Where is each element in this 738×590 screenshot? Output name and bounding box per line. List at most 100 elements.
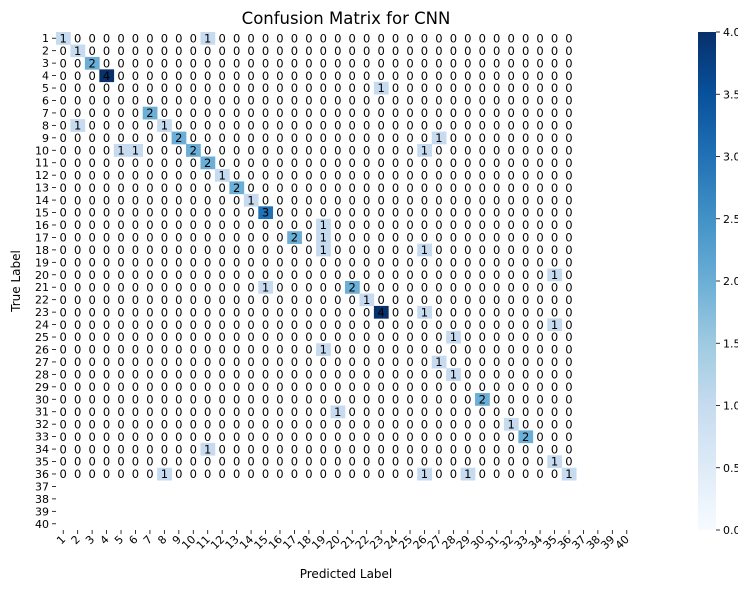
cell-value-32-14: 0 xyxy=(247,417,254,431)
cell-value-6-13: 0 xyxy=(233,94,240,108)
cell-value-14-28: 0 xyxy=(450,193,457,207)
y-tick-label: 19 xyxy=(35,256,49,269)
cell-value-26-26: 0 xyxy=(421,343,428,357)
x-tick-label: 6 xyxy=(126,533,140,547)
colorbar xyxy=(698,32,716,530)
colorbar-tick-label: 2.0 xyxy=(723,275,738,288)
y-tick-label: 23 xyxy=(35,306,49,319)
cell-value-13-13: 2 xyxy=(233,181,240,195)
colorbar-tick-label: 0.5 xyxy=(723,462,738,475)
cell-value-5-17: 0 xyxy=(291,81,298,95)
cell-23-26 xyxy=(417,305,432,319)
cell-value-34-17: 0 xyxy=(291,442,298,456)
cell-value-1-16: 0 xyxy=(276,31,283,45)
cell-value-7-5: 0 xyxy=(117,106,124,120)
cell-value-11-4: 0 xyxy=(103,156,110,170)
cell-value-13-2: 0 xyxy=(74,181,81,195)
cell-value-30-26: 0 xyxy=(421,392,428,406)
cell-value-29-2: 0 xyxy=(74,380,81,394)
cell-value-30-24: 0 xyxy=(392,392,399,406)
cell-value-12-34: 0 xyxy=(536,168,543,182)
cell-value-29-26: 0 xyxy=(421,380,428,394)
cell-value-1-17: 0 xyxy=(291,31,298,45)
y-tick-label: 39 xyxy=(35,505,49,518)
cell-value-19-26: 0 xyxy=(421,256,428,270)
cell-value-26-14: 0 xyxy=(247,343,254,357)
cell-value-33-23: 0 xyxy=(377,430,384,444)
cell-value-35-5: 0 xyxy=(117,455,124,469)
cell-value-19-10: 0 xyxy=(190,256,197,270)
cell-value-9-24: 0 xyxy=(392,131,399,145)
cell-value-1-31: 0 xyxy=(493,31,500,45)
cell-value-10-1: 0 xyxy=(60,143,67,157)
cell-value-33-1: 0 xyxy=(60,430,67,444)
cell-value-1-1: 1 xyxy=(60,31,67,45)
cell-value-28-26: 0 xyxy=(421,368,428,382)
cell-value-35-29: 0 xyxy=(464,455,471,469)
cell-value-20-31: 0 xyxy=(493,268,500,282)
cell-10-6 xyxy=(128,144,143,157)
cell-value-16-36: 0 xyxy=(565,218,572,232)
cell-value-7-4: 0 xyxy=(103,106,110,120)
cell-value-20-34: 0 xyxy=(536,268,543,282)
cell-value-26-5: 0 xyxy=(117,343,124,357)
cell-value-28-35: 0 xyxy=(551,368,558,382)
cell-value-26-4: 0 xyxy=(103,343,110,357)
cell-value-15-9: 0 xyxy=(175,206,182,220)
cell-value-15-20: 0 xyxy=(334,206,341,220)
cell-value-25-3: 0 xyxy=(88,330,95,344)
cell-value-20-27: 0 xyxy=(435,268,442,282)
cell-value-5-19: 0 xyxy=(320,81,327,95)
cell-value-20-7: 0 xyxy=(146,268,153,282)
cell-value-35-7: 0 xyxy=(146,455,153,469)
cell-value-27-25: 0 xyxy=(406,355,413,369)
cell-value-24-32: 0 xyxy=(508,318,515,332)
cell-value-31-35: 0 xyxy=(551,405,558,419)
y-tick-label: 32 xyxy=(35,418,49,431)
cell-value-12-33: 0 xyxy=(522,168,529,182)
cell-value-34-20: 0 xyxy=(334,442,341,456)
cell-value-27-11: 0 xyxy=(204,355,211,369)
cell-value-1-19: 0 xyxy=(320,31,327,45)
cell-value-23-11: 0 xyxy=(204,305,211,319)
cell-value-30-25: 0 xyxy=(406,392,413,406)
cell-value-11-12: 0 xyxy=(219,156,226,170)
cell-12-12 xyxy=(214,168,230,182)
cell-value-9-9: 2 xyxy=(175,131,182,145)
cell-value-1-15: 0 xyxy=(262,31,269,45)
cell-value-27-27: 1 xyxy=(435,355,442,369)
y-tick-label: 6 xyxy=(42,94,49,107)
cell-value-9-16: 0 xyxy=(276,131,283,145)
y-tick-label: 14 xyxy=(35,194,49,207)
cell-value-23-7: 0 xyxy=(146,305,153,319)
cell-value-25-6: 0 xyxy=(132,330,139,344)
cell-value-12-23: 0 xyxy=(377,168,384,182)
cell-value-18-13: 0 xyxy=(233,243,240,257)
cell-value-12-9: 0 xyxy=(175,168,182,182)
cell-value-33-15: 0 xyxy=(262,430,269,444)
cell-value-33-32: 0 xyxy=(508,430,515,444)
cell-value-7-9: 0 xyxy=(175,106,182,120)
cell-value-32-19: 0 xyxy=(320,417,327,431)
cell-value-26-24: 0 xyxy=(392,343,399,357)
cell-value-21-31: 0 xyxy=(493,280,500,294)
cell-value-16-18: 0 xyxy=(305,218,312,232)
cell-value-8-10: 0 xyxy=(190,119,197,133)
x-tick-label: 2 xyxy=(69,533,83,547)
cell-value-27-8: 0 xyxy=(161,355,168,369)
cell-value-32-1: 0 xyxy=(60,417,67,431)
cell-value-13-16: 0 xyxy=(276,181,283,195)
y-tick-label: 21 xyxy=(35,281,49,294)
cell-value-12-10: 0 xyxy=(190,168,197,182)
cell-value-13-32: 0 xyxy=(508,181,515,195)
cell-value-31-9: 0 xyxy=(175,405,182,419)
cell-value-23-9: 0 xyxy=(175,305,182,319)
cell-value-22-24: 0 xyxy=(392,293,399,307)
cell-value-31-30: 0 xyxy=(479,405,486,419)
cell-value-35-21: 0 xyxy=(349,455,356,469)
cell-value-17-29: 0 xyxy=(464,231,471,245)
cell-value-9-4: 0 xyxy=(103,131,110,145)
cell-value-18-30: 0 xyxy=(479,243,486,257)
cell-value-3-2: 0 xyxy=(74,56,81,70)
cell-value-34-36: 0 xyxy=(565,442,572,456)
